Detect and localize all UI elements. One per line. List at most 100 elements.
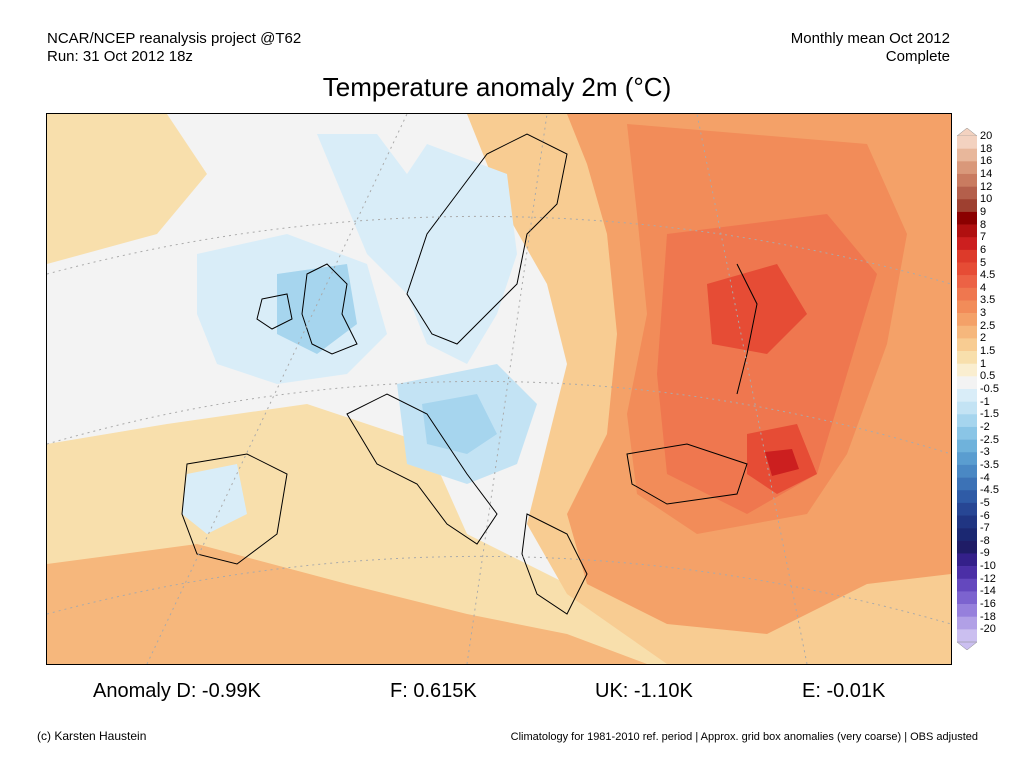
colorbar-tick-label: 8 — [980, 218, 987, 231]
colorbar-swatch — [957, 173, 977, 187]
colorbar-swatch — [957, 389, 977, 402]
colorbar-swatch — [957, 325, 977, 339]
colorbar-swatch — [957, 199, 977, 213]
colorbar-tick-label: 2.5 — [980, 319, 996, 332]
colorbar-swatch — [957, 275, 977, 289]
colorbar-swatch — [957, 287, 977, 301]
colorbar-tick-label: -2 — [980, 420, 990, 433]
coastlines — [181, 133, 758, 615]
cold-core-central — [422, 394, 497, 454]
coast-ireland — [256, 293, 293, 330]
graticule — [47, 114, 951, 664]
colorbar-swatch — [957, 186, 977, 200]
colorbar-tick-label: 14 — [980, 167, 993, 180]
colorbar-swatch — [957, 237, 977, 251]
stat-uk: UK: -1.10K — [595, 680, 693, 702]
warm-region-west — [47, 114, 207, 264]
credit-label: (c) Karsten Haustein — [37, 729, 147, 743]
status-label: Complete — [885, 48, 950, 65]
header-right: Monthly mean Oct 2012 Complete — [791, 30, 950, 66]
stat-e: E: -0.01K — [802, 680, 886, 702]
colorbar-swatch — [957, 426, 977, 440]
colorbar-tick-label: -10 — [980, 560, 996, 573]
colorbar-swatch — [957, 464, 977, 478]
stat-d: Anomaly D: -0.99K — [93, 680, 261, 702]
colorbar-swatch — [957, 528, 977, 542]
colorbar-swatch — [957, 414, 977, 428]
cold-region-iberia — [182, 464, 247, 534]
colorbar-swatch — [957, 401, 977, 415]
colorbar-swatch — [957, 515, 977, 529]
colorbar-tick-label: -1 — [980, 395, 990, 408]
colorbar-tick-label: -9 — [980, 547, 990, 560]
colorbar-swatch — [957, 629, 977, 643]
colorbar-swatch — [957, 376, 977, 390]
colorbar-tick-label: 6 — [980, 243, 987, 256]
colorbar-tick-label: 2 — [980, 332, 987, 345]
colorbar-tick-label: 20 — [980, 130, 993, 142]
colorbar-tick-label: -0.5 — [980, 383, 999, 395]
colorbar-swatch — [957, 490, 977, 504]
colorbar-swatch — [957, 338, 977, 352]
colorbar-tick-label: 10 — [980, 193, 993, 206]
colorbar-tick-label: -4 — [980, 471, 990, 484]
colorbar-tick-label: -7 — [980, 522, 990, 535]
colorbar-swatch — [957, 313, 977, 327]
colorbar-tick-label: 7 — [980, 231, 987, 244]
coast-britain — [301, 263, 358, 355]
colorbar-swatch — [957, 249, 977, 263]
colorbar-swatch — [957, 161, 977, 175]
colorbar-swatch — [957, 578, 977, 592]
colorbar-swatch — [957, 439, 977, 453]
colorbar-swatch — [957, 540, 977, 554]
warm-core-southeast — [765, 449, 799, 476]
colorbar-swatch — [957, 502, 977, 516]
colorbar-tick-label: 3 — [980, 307, 987, 320]
colorbar-swatch — [957, 452, 977, 466]
colorbar-swatch — [957, 616, 977, 630]
colorbar-tick-label: -2.5 — [980, 433, 999, 446]
colorbar-tick-label: -3.5 — [980, 458, 999, 471]
colorbar-tick-label: -14 — [980, 585, 996, 598]
colorbar-top-arrow — [957, 128, 977, 137]
graticule-lat-2 — [47, 380, 951, 455]
river-volga — [736, 263, 758, 395]
colorbar-tick-label: -12 — [980, 572, 996, 585]
anomaly-field — [47, 114, 951, 664]
colorbar-tick-label: -3 — [980, 446, 990, 459]
warm-region-south-inner — [47, 544, 647, 664]
colorbar — [957, 128, 977, 650]
colorbar-tick-label: 18 — [980, 142, 993, 155]
colorbar-swatch — [957, 477, 977, 491]
colorbar-swatch — [957, 300, 977, 314]
colorbar-tick-label: -5 — [980, 496, 990, 509]
coast-iberia — [181, 453, 288, 565]
colorbar-swatch — [957, 351, 977, 364]
colorbar-bottom-arrow — [957, 641, 977, 650]
colorbar-tick-label: 3.5 — [980, 294, 996, 307]
colorbar-labels: 20 18 16 14 12 10 9 8 7 6 5 4.5 4 3.5 3 2.5 2 1.5 1 0.5 -0.5… — [980, 128, 1024, 650]
colorbar-tick-label: -16 — [980, 598, 996, 611]
source-label: NCAR/NCEP reanalysis project @T62 — [47, 30, 302, 47]
colorbar-swatch — [957, 262, 977, 276]
graticule-lat-3 — [47, 555, 951, 625]
colorbar-tick-label: -1.5 — [980, 408, 999, 421]
period-label: Monthly mean Oct 2012 — [790, 30, 950, 47]
footer-note: Climatology for 1981-2010 ref. period | … — [510, 731, 978, 743]
stat-f: F: 0.615K — [390, 680, 477, 702]
colorbar-swatch — [957, 136, 977, 149]
colorbar-tick-label: 1.5 — [980, 345, 996, 358]
coast-scandinavia — [406, 133, 568, 345]
colorbar-swatch — [957, 224, 977, 238]
graticule-lon-2 — [466, 114, 548, 664]
colorbar-tick-label: 4 — [980, 281, 987, 294]
colorbar-swatch — [957, 363, 977, 377]
colorbar-tick-label: 0.5 — [980, 370, 996, 383]
colorbar-swatch — [957, 604, 977, 617]
cold-region-uk — [277, 264, 357, 354]
colorbar-tick-label: 4.5 — [980, 269, 996, 282]
colorbar-tick-label: -4.5 — [980, 484, 999, 497]
colorbar-tick-label: -20 — [980, 623, 996, 636]
colorbar-tick-label: 9 — [980, 205, 987, 218]
graticule-lat-1 — [47, 215, 951, 285]
